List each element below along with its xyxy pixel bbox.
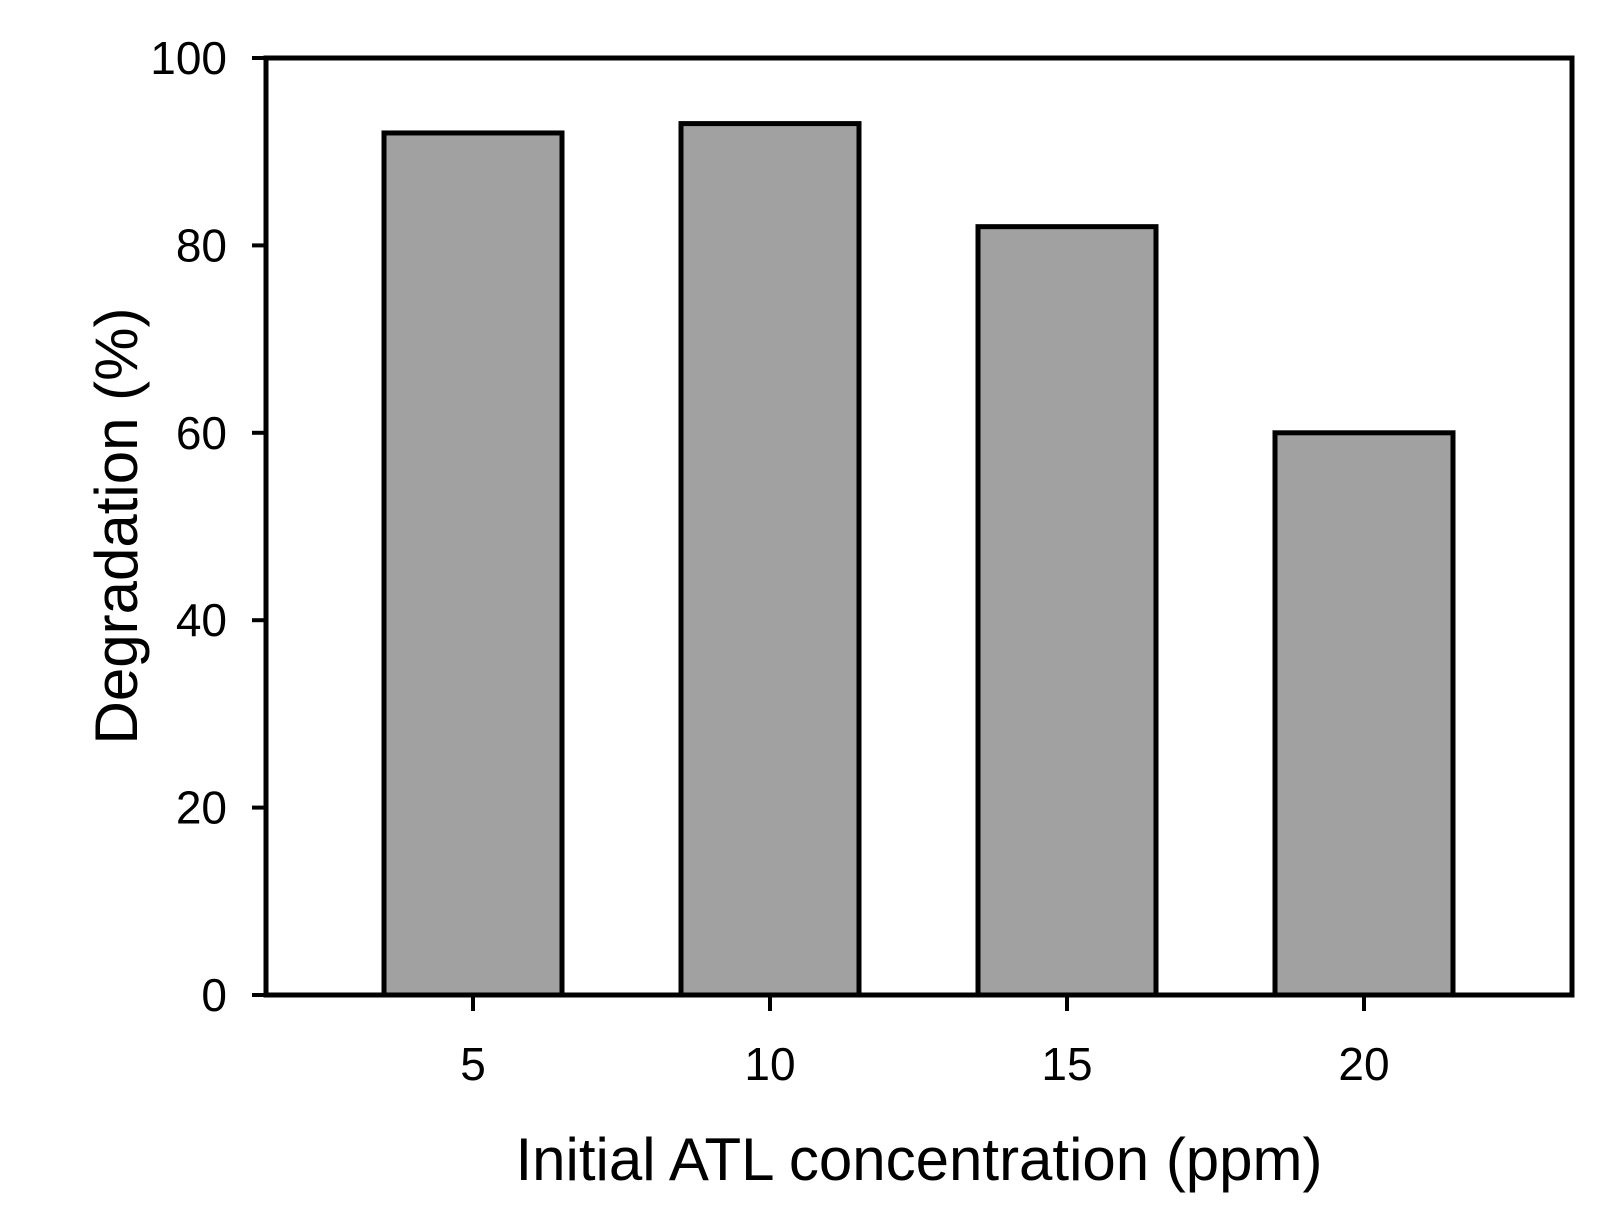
bar-10ppm xyxy=(678,121,862,998)
y-axis: 0 20 40 60 80 100 xyxy=(150,32,266,1021)
x-axis: 5 10 15 20 xyxy=(460,995,1390,1090)
y-axis-title: Degradation (%) xyxy=(83,308,150,745)
x-tick-label: 20 xyxy=(1338,1038,1389,1090)
y-tick-label: 0 xyxy=(201,969,227,1021)
x-tick-label: 10 xyxy=(744,1038,795,1090)
y-tick-label: 40 xyxy=(176,594,227,646)
y-tick-label: 60 xyxy=(176,407,227,459)
y-tick-label: 100 xyxy=(150,32,227,84)
bar-20ppm xyxy=(1272,430,1456,998)
y-tick-label: 80 xyxy=(176,219,227,271)
x-tick-label: 15 xyxy=(1041,1038,1092,1090)
x-axis-title: Initial ATL concentration (ppm) xyxy=(515,1126,1322,1193)
bar-5ppm xyxy=(381,130,565,998)
plot-frame xyxy=(263,55,1575,998)
bar-15ppm xyxy=(975,224,1159,998)
bars-group xyxy=(381,121,1456,998)
x-tick-label: 5 xyxy=(460,1038,486,1090)
y-tick-label: 20 xyxy=(176,782,227,834)
plot-frame-rect xyxy=(263,55,1575,998)
